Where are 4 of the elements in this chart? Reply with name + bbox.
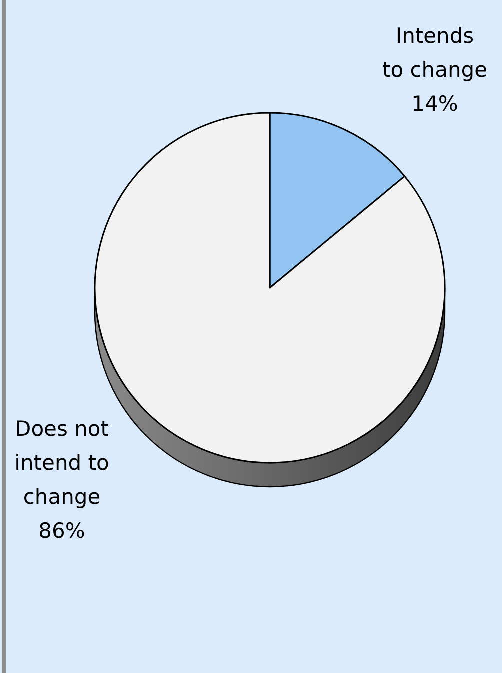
slice-label: Does not intend to change	[14, 417, 110, 509]
data-label: 86%	[38, 519, 86, 543]
data-label: 14%	[412, 92, 458, 116]
slice-label: Intends to change	[382, 24, 488, 82]
